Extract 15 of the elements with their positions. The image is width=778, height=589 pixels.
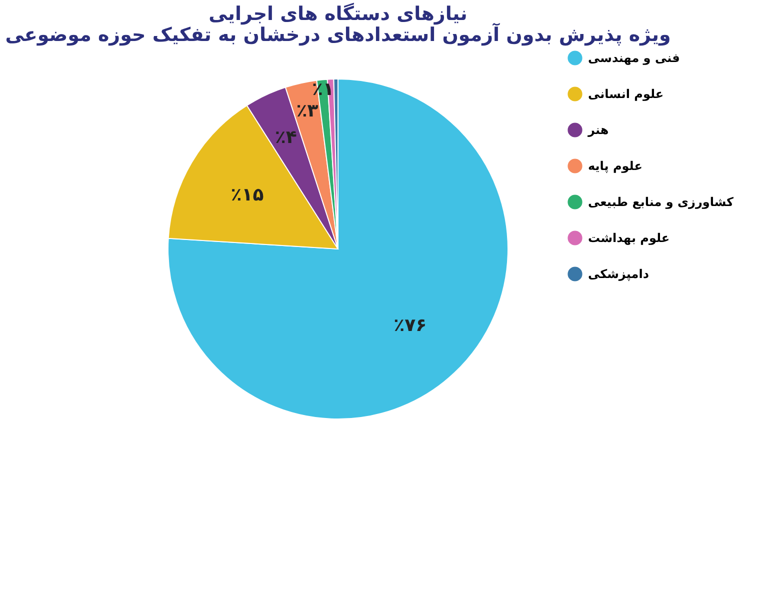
data-label: ٪۱۵ [230,184,264,206]
legend-label: فنی و مهندسی [588,51,680,65]
legend-label: دامپزشکی [588,267,649,281]
data-label: ٪۷۶ [394,314,427,336]
data-label: ٪۳ [296,100,318,122]
data-label: ٪۴ [274,127,297,148]
legend-label: کشاورزی و منابع طبیعی [588,195,734,209]
legend-label: علوم بهداشت [588,231,670,245]
text: ویژه پذیرش بدون آزمون استعدادهای درخشان به تفکیک حوزه موضوعی [5,24,671,46]
text: نیازهای دستگاه های اجرایی [208,3,468,25]
pie-slice [168,78,508,420]
legend-label: علوم پایه [588,159,642,173]
legend-label: هنر [587,123,609,137]
legend-label: علوم انسانی [588,87,664,101]
data-label: ٪۱ [312,78,334,100]
